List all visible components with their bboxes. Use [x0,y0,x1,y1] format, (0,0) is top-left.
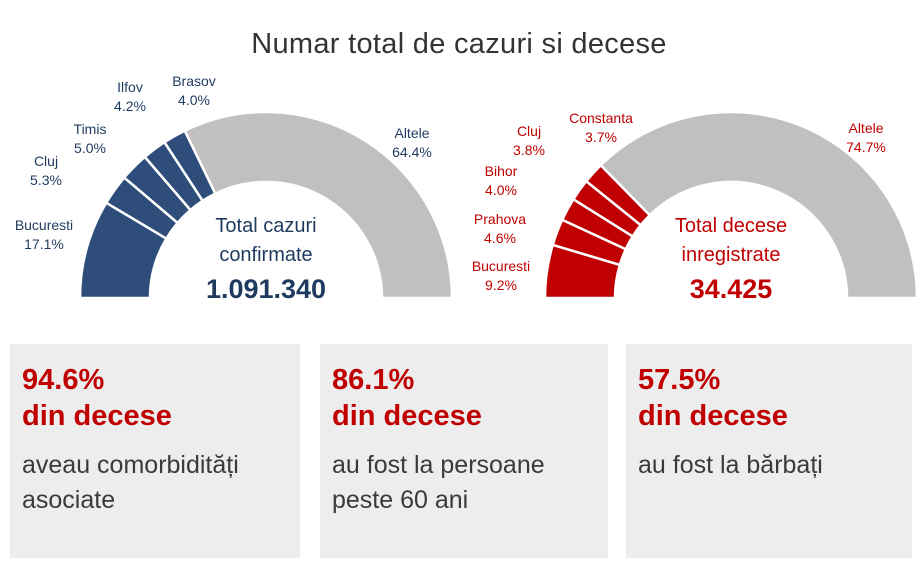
cases-half-donut: Total cazuri confirmate 1.091.340 Bucure… [15,73,454,304]
deaths-center-value: 34.425 [690,274,773,304]
slice-value-altele: 64.4% [392,144,432,160]
slice-altele [598,110,918,300]
slice-label-bihor: Bihor [485,163,518,179]
stat-card-comorbidities: 94.6% din decese aveau comorbidități aso… [10,344,300,558]
slice-label-altele: Altele [394,125,429,141]
slice-value-cluj: 5.3% [30,172,62,188]
slice-label-cluj: Cluj [517,123,541,139]
stat-description: au fost la bărbați [638,448,912,483]
stat-description: aveau comorbidități asociate [22,448,300,518]
cases-center-value: 1.091.340 [206,274,326,304]
slice-ilfov [142,140,205,212]
slice-value-bucuresti: 17.1% [24,236,64,252]
slice-label-timis: Timis [74,121,107,137]
slice-label-bucuresti: Bucuresti [15,217,73,233]
slice-prahova [551,218,628,267]
stat-percent: 86.1% [332,364,415,396]
slice-timis [122,155,193,225]
slice-altele [183,110,454,300]
stat-description-line1: au fost la bărbați [638,451,823,479]
slice-label-ilfov: Ilfov [117,79,143,95]
slice-label-altele: Altele [848,120,883,136]
slice-value-bihor: 4.0% [485,182,517,198]
stat-percent: 57.5% [638,364,721,396]
slice-value-cluj: 3.8% [513,142,545,158]
stat-description-line1: au fost la persoane [332,451,545,479]
slice-value-bucuresti: 9.2% [485,277,517,293]
slice-bucuresti [78,201,169,300]
slice-label-constanta: Constanta [569,110,633,126]
stat-description-line2: peste 60 ani [332,486,469,514]
stat-description: au fost la persoane peste 60 ani [332,448,608,518]
slice-label-cluj: Cluj [34,153,58,169]
stat-subtitle: din decese [332,400,482,432]
stat-percent: 94.6% [22,364,105,396]
slice-label-brasov: Brasov [172,73,216,89]
stat-card-gender: 57.5% din decese au fost la bărbați [626,344,912,558]
slice-value-ilfov: 4.2% [114,98,146,114]
stat-description-line2: asociate [22,486,116,514]
deaths-half-donut: Total decese inregistrate 34.425 Bucures… [472,110,918,304]
stat-description-line1: aveau comorbidități [22,451,239,479]
cases-center-label-1: Total cazuri [215,215,316,237]
deaths-center-label-2: inregistrate [682,244,781,266]
stat-subtitle: din decese [22,400,172,432]
deaths-center-label-1: Total decese [675,215,787,237]
slice-value-prahova: 4.6% [484,230,516,246]
slice-value-brasov: 4.0% [178,92,210,108]
slice-value-timis: 5.0% [74,140,106,156]
chart-title: Numar total de cazuri si decese [251,28,667,60]
slice-bucuresti [543,243,622,300]
half-donut-charts: Total cazuri confirmate 1.091.340 Bucure… [15,73,918,304]
slice-value-constanta: 3.7% [585,129,617,145]
slice-label-prahova: Prahova [474,211,526,227]
cases-center-label-2: confirmate [219,244,312,266]
slice-value-altele: 74.7% [846,139,886,155]
stat-card-age: 86.1% din decese au fost la persoane pes… [320,344,608,558]
slice-cluj [104,175,180,241]
slice-label-bucuresti: Bucuresti [472,258,530,274]
stat-subtitle: din decese [638,400,788,432]
